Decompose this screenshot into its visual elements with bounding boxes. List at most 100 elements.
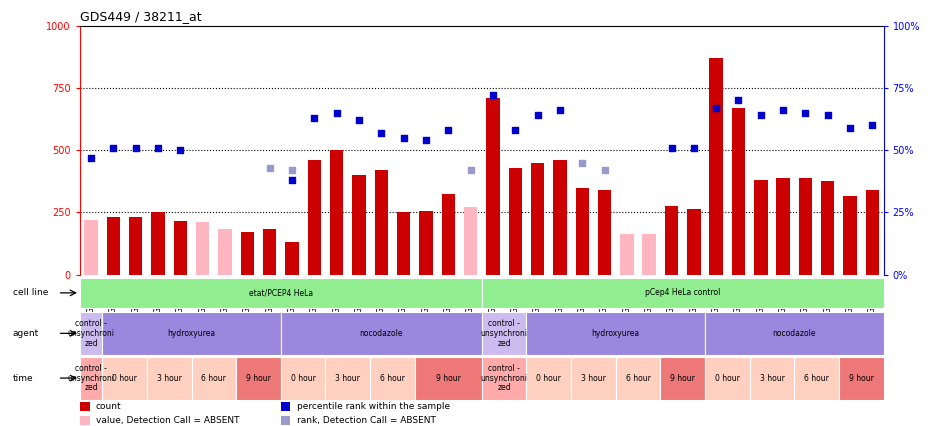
Point [686, 144, 701, 151]
Text: percentile rank within the sample: percentile rank within the sample [297, 402, 450, 412]
Bar [419, 211, 432, 275]
Point [106, 144, 121, 151]
Bar [80, 312, 102, 355]
Text: value, Detection Call = ABSENT: value, Detection Call = ABSENT [96, 416, 240, 426]
Bar [705, 312, 884, 355]
Bar [218, 229, 231, 275]
Bar [263, 229, 276, 275]
Point [574, 159, 589, 166]
Text: 3 hour: 3 hour [760, 374, 784, 383]
Text: 0 hour: 0 hour [715, 374, 740, 383]
Bar [374, 170, 388, 275]
Text: 6 hour: 6 hour [380, 374, 405, 383]
Text: etat/PCEP4 HeLa: etat/PCEP4 HeLa [249, 288, 313, 297]
Point [150, 144, 165, 151]
Point [374, 130, 389, 136]
Text: 0 hour: 0 hour [290, 374, 316, 383]
Point [262, 164, 277, 171]
Bar [370, 357, 415, 400]
Point [285, 167, 300, 173]
Point [865, 122, 880, 129]
Point [821, 112, 836, 119]
Bar [526, 357, 571, 400]
Bar [531, 163, 544, 275]
Bar [731, 108, 745, 275]
Bar [307, 160, 321, 275]
Bar [102, 357, 147, 400]
Text: pCep4 HeLa control: pCep4 HeLa control [645, 288, 720, 297]
Text: 0 hour: 0 hour [537, 374, 561, 383]
Text: 6 hour: 6 hour [805, 374, 829, 383]
Bar [442, 194, 455, 275]
Bar [799, 178, 812, 275]
Text: control -
unsynchroni
zed: control - unsynchroni zed [68, 364, 115, 392]
Bar [481, 278, 884, 308]
Point [285, 177, 300, 184]
Text: control -
unsynchroni
zed: control - unsynchroni zed [480, 319, 527, 348]
Point [173, 147, 188, 154]
Bar [616, 357, 660, 400]
Bar [330, 150, 343, 275]
Text: 3 hour: 3 hour [336, 374, 360, 383]
Point [553, 107, 568, 114]
Text: GDS449 / 38211_at: GDS449 / 38211_at [80, 10, 201, 23]
Point [485, 92, 500, 99]
Bar [838, 357, 884, 400]
Bar [147, 357, 192, 400]
Bar [415, 357, 481, 400]
Bar [151, 213, 164, 275]
Text: count: count [96, 402, 121, 412]
Text: nocodazole: nocodazole [359, 329, 403, 338]
Point [731, 97, 746, 104]
Bar [129, 217, 142, 275]
Text: hydroxyurea: hydroxyurea [167, 329, 215, 338]
Bar [281, 357, 325, 400]
Bar [325, 357, 370, 400]
Bar [710, 58, 723, 275]
Bar [236, 357, 281, 400]
Bar [486, 98, 500, 275]
Bar [174, 221, 187, 275]
Bar [481, 312, 526, 355]
Text: control -
unsynchroni
zed: control - unsynchroni zed [480, 364, 527, 392]
Bar [192, 357, 236, 400]
Bar [665, 206, 678, 275]
Bar [526, 312, 705, 355]
Point [842, 124, 857, 131]
Bar [85, 220, 98, 275]
Text: hydroxyurea: hydroxyurea [591, 329, 640, 338]
Text: 6 hour: 6 hour [626, 374, 650, 383]
Bar [509, 167, 522, 275]
Text: 9 hour: 9 hour [670, 374, 695, 383]
Bar [463, 207, 478, 275]
Bar [642, 233, 656, 275]
Bar [281, 417, 290, 425]
Point [396, 134, 411, 141]
Text: cell line: cell line [13, 288, 48, 297]
Text: 9 hour: 9 hour [436, 374, 461, 383]
Point [329, 109, 344, 116]
Text: 9 hour: 9 hour [246, 374, 271, 383]
Point [776, 107, 791, 114]
Bar [286, 242, 299, 275]
Bar [754, 180, 767, 275]
Bar [843, 196, 857, 275]
Bar [80, 278, 481, 308]
Point [508, 127, 523, 134]
Text: rank, Detection Call = ABSENT: rank, Detection Call = ABSENT [297, 416, 436, 426]
Bar [281, 402, 290, 412]
Point [306, 114, 321, 121]
Bar [80, 357, 102, 400]
Bar [598, 190, 611, 275]
Bar [571, 357, 616, 400]
Bar [776, 178, 790, 275]
Text: 0 hour: 0 hour [112, 374, 137, 383]
Text: control -
unsynchroni
zed: control - unsynchroni zed [68, 319, 115, 348]
Bar [822, 181, 835, 275]
Bar [481, 357, 526, 400]
Bar [866, 190, 879, 275]
Bar [620, 233, 634, 275]
Bar [80, 417, 89, 425]
Point [798, 109, 813, 116]
Bar [575, 187, 588, 275]
